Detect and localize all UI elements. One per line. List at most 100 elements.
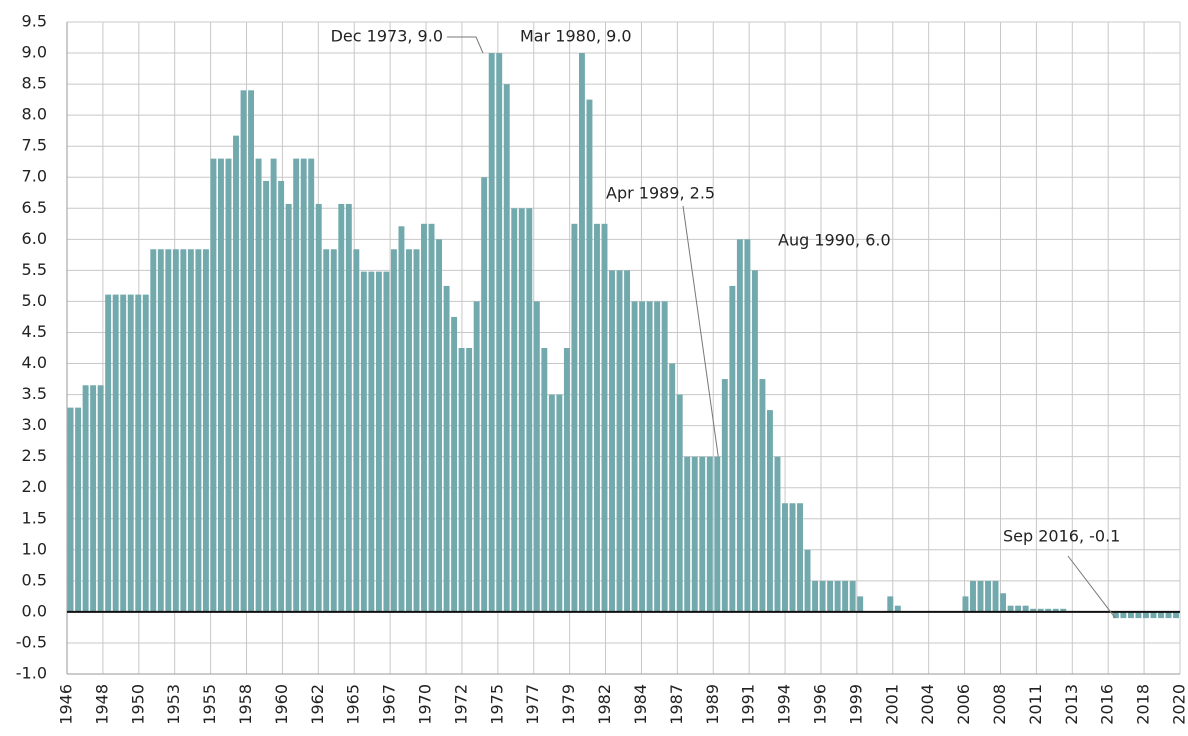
bar <box>977 580 984 612</box>
y-tick-label: 5.0 <box>22 291 47 310</box>
y-tick-label: 4.5 <box>22 322 47 341</box>
y-tick-label: 3.0 <box>22 415 47 434</box>
bar <box>804 549 811 612</box>
bar <box>834 580 841 612</box>
x-tick-label: 1967 <box>380 684 399 725</box>
bar <box>646 301 653 612</box>
x-tick-label: 2016 <box>1098 684 1117 725</box>
annotation: Dec 1973, 9.0 <box>331 27 443 46</box>
bar <box>383 271 390 612</box>
bar <box>278 180 285 612</box>
bar <box>669 363 676 612</box>
bar <box>330 249 337 612</box>
bar <box>684 456 691 612</box>
bar <box>766 410 773 612</box>
bar <box>857 596 864 612</box>
bar <box>1037 608 1044 612</box>
bar <box>481 177 488 612</box>
bar <box>488 53 495 612</box>
x-tick-label: 1965 <box>344 684 363 725</box>
x-tick-label: 2011 <box>1026 684 1045 725</box>
annotation: Sep 2016, -0.1 <box>1003 527 1120 546</box>
bar <box>458 348 465 612</box>
bar <box>691 456 698 612</box>
bar <box>406 249 412 612</box>
bar <box>142 294 149 612</box>
bar <box>541 348 548 612</box>
y-tick-label: 7.5 <box>22 136 47 155</box>
bar <box>992 580 999 612</box>
y-tick-label: 9.0 <box>22 43 47 62</box>
x-tick-label: 2004 <box>918 684 937 725</box>
bar <box>586 99 593 612</box>
annotation: Aug 1990, 6.0 <box>778 231 891 250</box>
bar <box>616 270 623 612</box>
bar <box>1120 611 1127 619</box>
bar <box>390 249 397 612</box>
x-tick-label: 1953 <box>164 684 183 725</box>
bar <box>842 580 849 612</box>
y-tick-label: 7.0 <box>22 167 47 186</box>
x-tick-label: 1962 <box>308 684 327 725</box>
bar <box>225 158 232 612</box>
x-tick-label: 1987 <box>667 684 686 725</box>
bar <box>210 158 217 612</box>
x-tick-label: 1946 <box>57 684 76 725</box>
x-tick-label: 1960 <box>272 684 291 725</box>
x-tick-label: 2001 <box>882 684 901 725</box>
bar <box>970 580 976 612</box>
bar <box>849 580 856 612</box>
y-tick-label: 3.5 <box>22 384 47 403</box>
bar <box>1165 611 1172 619</box>
bar <box>157 249 164 612</box>
bar <box>451 316 458 612</box>
bar <box>827 580 834 612</box>
bar <box>624 270 631 612</box>
bar <box>218 158 224 612</box>
bar <box>1052 608 1059 612</box>
bar <box>112 294 119 612</box>
bar <box>518 208 525 612</box>
bar <box>150 249 157 612</box>
bar <box>1135 611 1142 619</box>
bar <box>721 379 728 612</box>
x-tick-label: 1970 <box>416 684 435 725</box>
bar <box>714 456 721 612</box>
bar <box>67 407 74 612</box>
bar <box>812 580 819 612</box>
bar <box>466 348 473 612</box>
bar <box>631 301 638 612</box>
bar <box>1022 605 1029 612</box>
x-tick-label: 1958 <box>236 684 255 725</box>
y-tick-label: 1.0 <box>22 539 47 558</box>
bar <box>368 271 375 612</box>
bar <box>255 158 262 612</box>
bar <box>285 203 292 612</box>
x-tick-label: 1982 <box>595 684 614 725</box>
bar <box>894 605 901 612</box>
x-tick-label: 1972 <box>451 684 470 725</box>
x-tick-label: 2008 <box>990 684 1009 725</box>
bar <box>1112 611 1119 619</box>
bar <box>744 239 751 612</box>
bar <box>1150 611 1157 619</box>
bar <box>375 271 382 612</box>
bar <box>421 223 427 612</box>
bar <box>240 90 247 612</box>
bar <box>338 203 345 612</box>
y-tick-label: 9.5 <box>22 12 47 31</box>
bar <box>195 249 202 612</box>
bar <box>443 285 450 612</box>
x-tick-label: 2013 <box>1062 684 1081 725</box>
bar <box>1030 608 1037 612</box>
bar <box>661 301 668 612</box>
x-tick-label: 1948 <box>92 684 111 725</box>
bar <box>180 249 187 612</box>
bar <box>127 294 134 612</box>
bar <box>1060 608 1067 612</box>
bar <box>533 301 540 612</box>
bar <box>315 203 322 612</box>
bar <box>323 249 330 612</box>
bar <box>759 379 766 612</box>
